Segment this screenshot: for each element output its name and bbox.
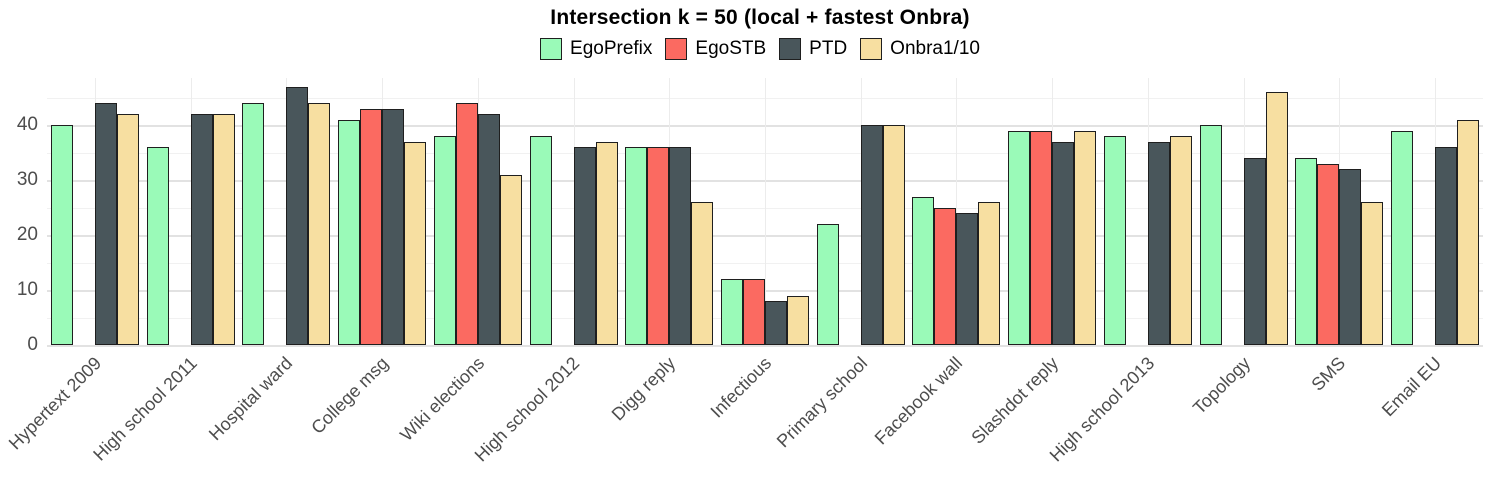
- bar-ptd-hypertext-2009: [94, 103, 117, 345]
- x-label-infectious: Infectious: [706, 353, 776, 422]
- bar-onbra1-10-sms: [1361, 202, 1384, 345]
- bar-onbra1-10-wiki-elections: [499, 174, 522, 345]
- bar-ptd-digg-reply: [669, 147, 692, 345]
- legend-item-egoprefix: EgoPrefix: [540, 38, 652, 60]
- bar-onbra1-10-hospital-ward: [308, 103, 331, 345]
- bar-onbra1-10-high-school-2013: [1169, 136, 1192, 345]
- plot-panel: [47, 78, 1483, 347]
- bar-egostb-digg-reply: [647, 147, 670, 345]
- bar-egostb-sms: [1317, 163, 1340, 345]
- x-label-slashdot-reply: Slashdot reply: [967, 353, 1063, 448]
- x-label-high-school-2012: High school 2012: [471, 353, 584, 466]
- legend-swatch-egostb: [665, 38, 688, 60]
- bar-egoprefix-high-school-2012: [529, 136, 552, 345]
- y-tick-label-20: 20: [16, 224, 38, 245]
- legend-item-egostb: EgoSTB: [665, 38, 766, 60]
- bar-onbra1-10-high-school-2012: [595, 141, 618, 345]
- bar-ptd-primary-school: [860, 125, 883, 345]
- bar-egostb-infectious: [743, 279, 765, 345]
- x-label-primary-school: Primary school: [772, 353, 871, 452]
- x-label-high-school-2011: High school 2011: [89, 353, 201, 465]
- x-label-hypertext-2009: Hypertext 2009: [4, 353, 106, 454]
- legend-label-ptd: PTD: [809, 38, 848, 59]
- y-tick-label-30: 30: [16, 169, 38, 190]
- legend-label-egostb: EgoSTB: [695, 38, 767, 59]
- bar-egoprefix-email-eu: [1391, 130, 1414, 345]
- bar-onbra1-10-email-eu: [1457, 119, 1480, 345]
- bar-ptd-wiki-elections: [477, 114, 500, 345]
- bar-egoprefix-primary-school: [816, 224, 839, 345]
- x-label-high-school-2013: High school 2013: [1045, 353, 1159, 466]
- bar-onbra1-10-infectious: [787, 295, 809, 345]
- legend-label-egoprefix: EgoPrefix: [570, 38, 653, 59]
- bar-egoprefix-infectious: [721, 279, 743, 345]
- bar-ptd-infectious: [765, 301, 787, 345]
- bar-egostb-college-msg: [360, 108, 383, 345]
- bar-onbra1-10-primary-school: [882, 125, 905, 345]
- y-tick-label-40: 40: [16, 114, 38, 135]
- chart-title: Intersection k = 50 (local + fastest Onb…: [550, 6, 970, 29]
- bar-egoprefix-digg-reply: [625, 147, 648, 345]
- bar-onbra1-10-topology: [1265, 92, 1288, 345]
- x-label-hospital-ward: Hospital ward: [205, 353, 297, 445]
- x-label-facebook-wall: Facebook wall: [871, 353, 967, 449]
- bar-egoprefix-college-msg: [338, 119, 361, 345]
- gridline-vertical-facebook-wall: [956, 78, 958, 345]
- bar-ptd-hospital-ward: [286, 86, 309, 345]
- y-tick-label-10: 10: [16, 279, 38, 300]
- bar-ptd-topology: [1243, 158, 1266, 345]
- bar-ptd-college-msg: [382, 108, 405, 345]
- gridline-vertical-infectious: [765, 78, 766, 345]
- bar-egoprefix-high-school-2013: [1103, 136, 1126, 345]
- bar-onbra1-10-hypertext-2009: [116, 114, 139, 345]
- legend-swatch-ptd: [779, 38, 802, 60]
- x-label-digg-reply: Digg reply: [607, 353, 680, 425]
- bar-egoprefix-topology: [1199, 125, 1222, 345]
- x-label-sms: SMS: [1307, 353, 1350, 395]
- x-label-wiki-elections: Wiki elections: [395, 353, 488, 445]
- bar-egostb-slashdot-reply: [1030, 130, 1053, 345]
- bar-egoprefix-slashdot-reply: [1008, 130, 1031, 345]
- bar-egoprefix-hospital-ward: [242, 103, 265, 345]
- bar-egoprefix-hypertext-2009: [50, 125, 73, 345]
- legend-swatch-egoprefix: [540, 38, 563, 60]
- bar-ptd-sms: [1339, 169, 1362, 345]
- bar-ptd-email-eu: [1435, 147, 1458, 345]
- bar-ptd-slashdot-reply: [1052, 141, 1075, 345]
- bar-onbra1-10-digg-reply: [691, 202, 714, 345]
- legend-item-ptd: PTD: [779, 38, 847, 60]
- y-tick-label-0: 0: [27, 334, 38, 355]
- bar-onbra1-10-slashdot-reply: [1074, 130, 1097, 345]
- bar-ptd-facebook-wall: [956, 213, 979, 345]
- legend-item-onbra1-10: Onbra1/10: [860, 38, 980, 60]
- x-label-topology: Topology: [1188, 353, 1254, 419]
- bar-onbra1-10-high-school-2011: [212, 114, 235, 345]
- x-label-college-msg: College msg: [307, 353, 393, 438]
- bar-egoprefix-high-school-2011: [146, 147, 169, 345]
- bar-egoprefix-wiki-elections: [433, 136, 456, 345]
- gridline-major-0: [47, 345, 1483, 347]
- bar-ptd-high-school-2013: [1147, 141, 1170, 345]
- chart-legend: EgoPrefix EgoSTB PTD Onbra1/10: [0, 38, 1500, 60]
- legend-swatch-onbra1-10: [860, 38, 883, 60]
- bar-onbra1-10-facebook-wall: [978, 202, 1001, 345]
- bar-ptd-high-school-2011: [190, 114, 213, 345]
- bar-egoprefix-facebook-wall: [912, 196, 935, 345]
- x-label-email-eu: Email EU: [1378, 353, 1446, 421]
- legend-label-onbra1-10: Onbra1/10: [890, 38, 980, 59]
- bar-onbra1-10-college-msg: [404, 141, 427, 345]
- bar-egostb-wiki-elections: [455, 103, 478, 345]
- bar-ptd-high-school-2012: [573, 147, 596, 345]
- bar-egostb-facebook-wall: [934, 207, 957, 345]
- bar-egoprefix-sms: [1295, 158, 1318, 345]
